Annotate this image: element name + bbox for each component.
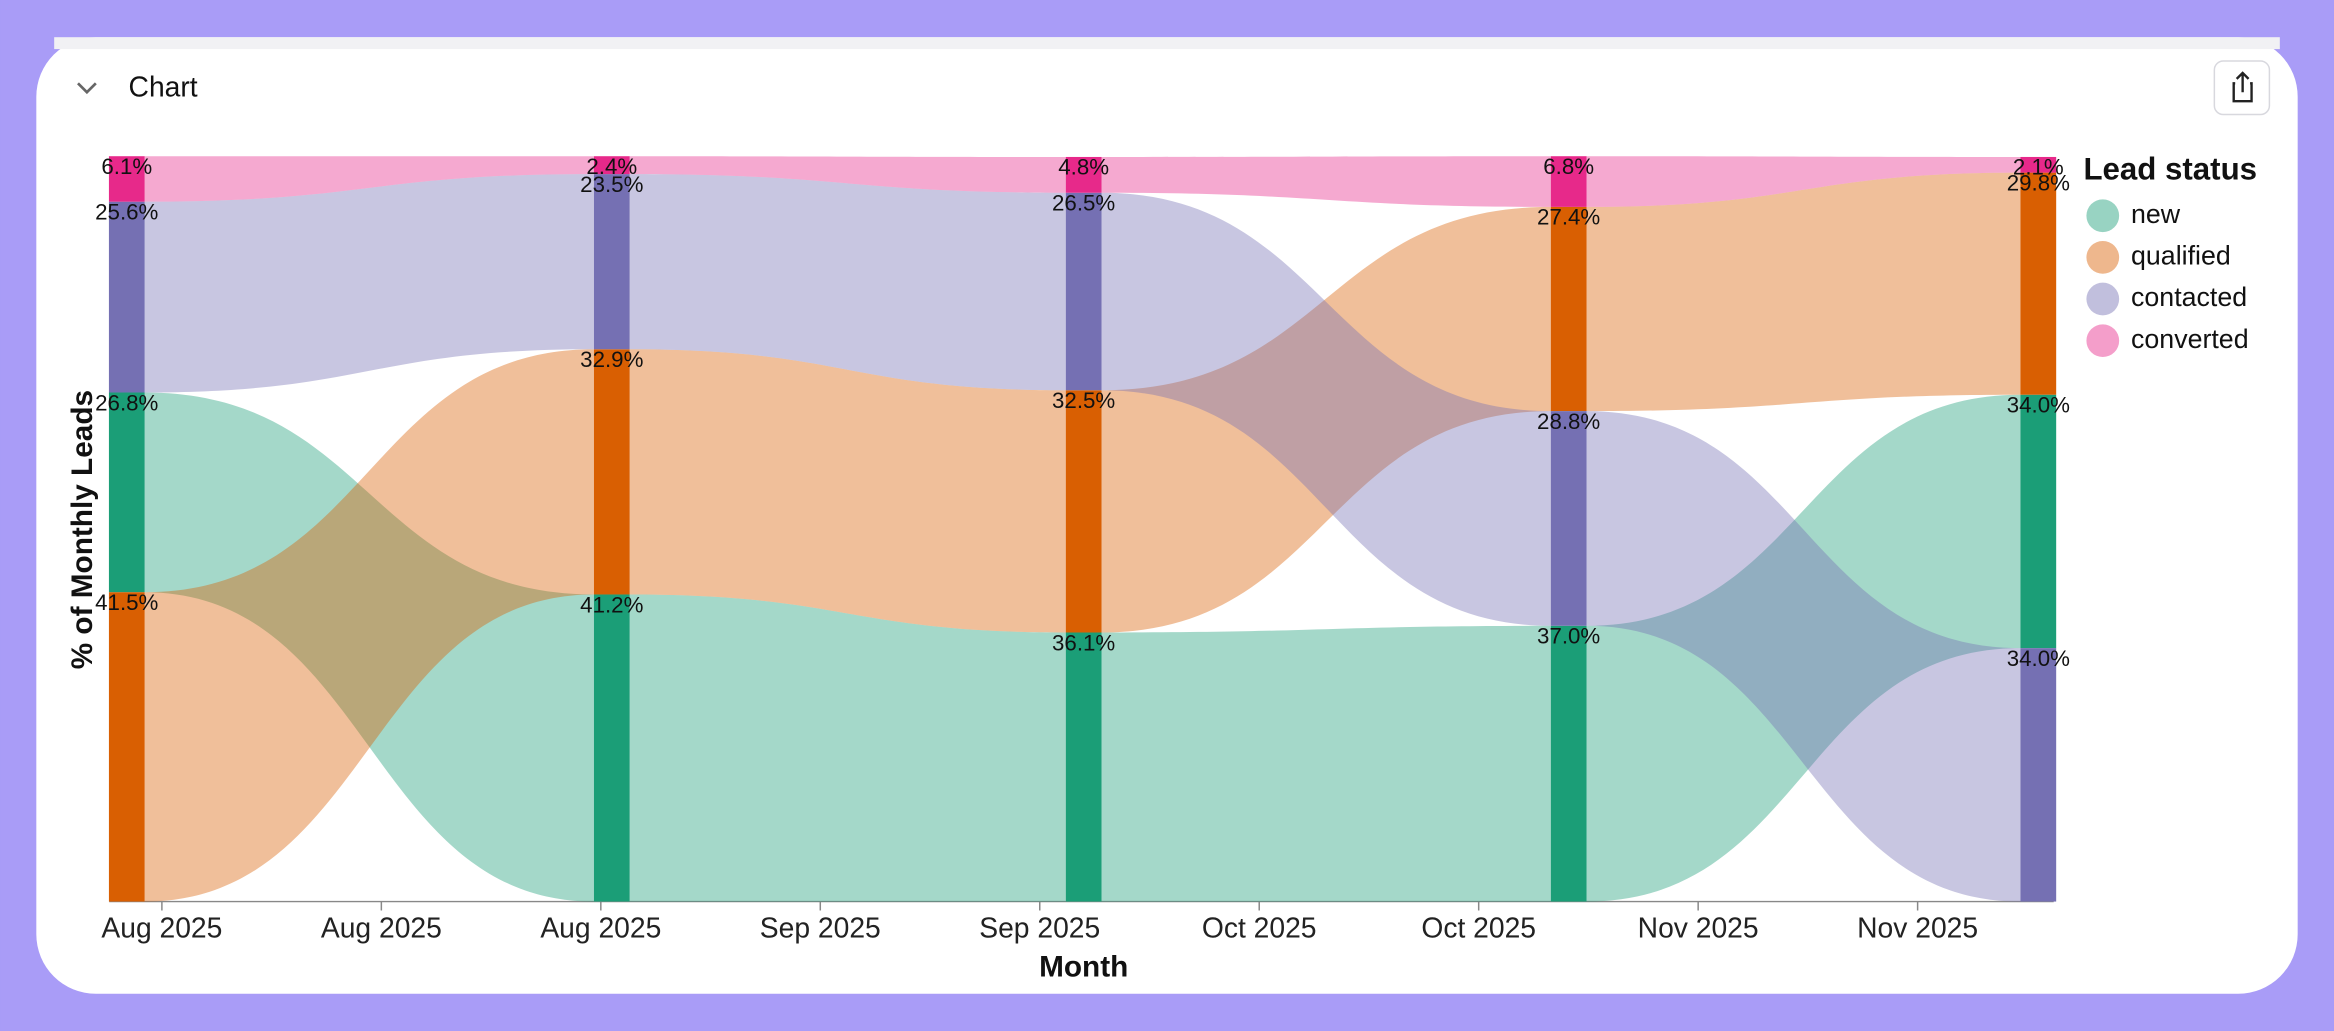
value-label: 32.5% <box>1052 388 1115 413</box>
legend-label: converted <box>2131 324 2249 354</box>
ribbon <box>144 174 594 393</box>
share-icon[interactable] <box>2232 71 2253 103</box>
bars <box>108 156 2057 902</box>
bar-segment <box>108 592 145 902</box>
bar-segment <box>1550 411 1587 626</box>
x-tick-label: Oct 2025 <box>1421 911 1536 943</box>
legend-swatch <box>2086 241 2120 274</box>
value-label: 37.0% <box>1537 624 1600 649</box>
value-label: 23.5% <box>580 172 643 197</box>
ribbons <box>144 156 2021 902</box>
bar-segment <box>1065 390 1102 633</box>
ribbon <box>1101 625 1551 902</box>
bar-segment <box>108 392 145 593</box>
value-label: 32.9% <box>580 347 643 372</box>
value-label: 41.5% <box>95 590 158 615</box>
ribbon <box>1586 394 2021 902</box>
legend-label: qualified <box>2131 240 2231 270</box>
ribbon <box>629 349 1066 633</box>
x-tick-label: Aug 2025 <box>101 911 222 943</box>
ribbon <box>144 349 594 902</box>
panel-title: Chart <box>129 71 198 103</box>
bar-segment <box>1550 156 1587 207</box>
ribbon <box>1101 156 1551 207</box>
x-tick-label: Aug 2025 <box>540 911 661 943</box>
value-label: 36.1% <box>1052 630 1115 655</box>
bar-segment <box>2020 156 2057 173</box>
bar-segment <box>2020 394 2057 649</box>
value-label: 6.1% <box>101 154 152 179</box>
bar-segment <box>2020 648 2057 902</box>
value-label: 29.8% <box>2007 170 2070 195</box>
ribbon <box>1101 192 1551 626</box>
value-label: 41.2% <box>580 592 643 617</box>
ribbon <box>629 174 1066 391</box>
x-tick-label: Aug 2025 <box>321 911 442 943</box>
value-label: 28.8% <box>1537 409 1600 434</box>
value-label: 26.5% <box>1052 191 1115 216</box>
legend: new qualified contacted converted <box>2086 199 2249 358</box>
value-label: 27.4% <box>1537 205 1600 230</box>
collapse-chevron[interactable] <box>77 82 97 95</box>
value-label: 6.8% <box>1543 154 1594 179</box>
value-label: 4.8% <box>1058 155 1109 180</box>
value-label: 34.0% <box>2007 646 2070 671</box>
ribbon <box>1586 156 2021 207</box>
ribbon <box>629 594 1066 902</box>
bar-segment <box>1065 192 1102 391</box>
x-tick-label: Sep 2025 <box>760 911 881 943</box>
x-tick-label: Nov 2025 <box>1857 911 1978 943</box>
ribbon <box>1586 172 2021 412</box>
legend-swatch <box>2086 199 2120 233</box>
legend-label: new <box>2131 199 2181 229</box>
y-axis-title: % of Monthly Leads <box>66 390 99 669</box>
value-label: 2.4% <box>586 154 637 179</box>
value-label: 2.1% <box>2013 155 2064 180</box>
bar-segment <box>1065 156 1102 193</box>
ribbon <box>144 156 594 202</box>
ribbon <box>1586 411 2021 902</box>
legend-swatch <box>2086 282 2120 316</box>
plot: Aug 2025 Aug 2025 Aug 2025 Sep 2025 Sep 2025… <box>95 154 2070 943</box>
bar-segment <box>108 156 145 202</box>
value-label: 26.8% <box>95 390 158 415</box>
legend-swatch <box>2086 324 2120 358</box>
legend-label: contacted <box>2131 282 2247 312</box>
bar-segment <box>2020 172 2057 395</box>
x-tick-label: Sep 2025 <box>979 911 1100 943</box>
value-label: 34.0% <box>2007 393 2070 418</box>
x-axis-title: Month <box>1039 950 1128 983</box>
ribbon <box>1101 206 1551 633</box>
bar-segment <box>593 349 630 595</box>
bar-segment <box>593 156 630 175</box>
x-tick-label: Nov 2025 <box>1638 911 1759 943</box>
ribbon <box>629 156 1066 193</box>
x-tick-label: Oct 2025 <box>1202 911 1317 943</box>
bar-segment <box>1065 632 1102 902</box>
bar-segment <box>593 174 630 350</box>
ribbon <box>144 392 594 902</box>
bar-segment <box>1550 625 1587 902</box>
value-labels: 26.8% 41.2% 36.1% 37.0% 34.0% 41.5% 32.9% 32.5%… <box>95 154 2070 671</box>
bar-segment <box>108 201 145 393</box>
bar-segment <box>593 594 630 902</box>
value-label: 25.6% <box>95 199 158 224</box>
legend-title: Lead status <box>2083 151 2257 186</box>
bar-segment <box>1550 206 1587 412</box>
share-button[interactable] <box>2213 60 2271 116</box>
card-strip <box>54 37 2280 50</box>
